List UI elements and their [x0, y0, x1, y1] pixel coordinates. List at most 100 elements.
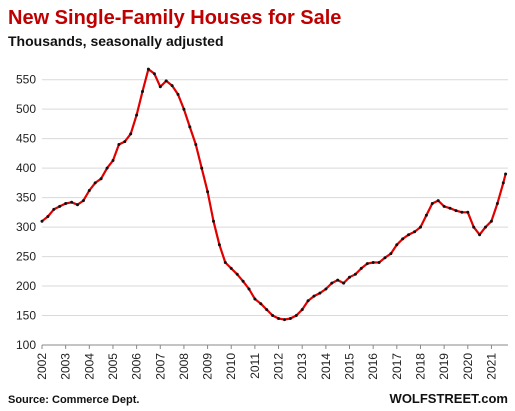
data-point — [395, 243, 399, 247]
y-tick-label: 350 — [16, 191, 36, 205]
data-point — [81, 199, 85, 203]
data-point — [46, 215, 50, 218]
x-tick-label: 2020 — [461, 353, 475, 380]
data-point — [501, 181, 505, 185]
data-point — [241, 279, 245, 283]
data-point — [377, 261, 381, 264]
data-point — [348, 275, 351, 279]
data-point — [448, 206, 452, 210]
data-point — [472, 225, 476, 229]
data-point — [64, 202, 68, 205]
data-point — [466, 210, 470, 214]
data-point — [93, 181, 97, 185]
data-point — [265, 308, 269, 312]
x-tick-label: 2018 — [413, 353, 427, 380]
data-point — [336, 278, 340, 282]
x-tick-label: 2002 — [35, 353, 49, 380]
data-point — [217, 243, 221, 247]
data-point — [300, 308, 304, 312]
data-point — [158, 85, 162, 89]
y-tick-label: 100 — [16, 338, 36, 352]
y-tick-label: 550 — [16, 73, 36, 87]
data-point — [152, 72, 156, 76]
x-tick-label: 2006 — [130, 353, 144, 380]
y-tick-labels: 100 150 200 250 300 350 400 450 500 550 — [16, 73, 36, 352]
x-tick-label: 2003 — [59, 353, 73, 380]
x-tick-label: 2007 — [153, 353, 167, 380]
data-point — [164, 79, 168, 83]
data-point — [365, 262, 369, 266]
x-tick-label: 2013 — [295, 353, 309, 380]
x-tick-label: 2019 — [437, 353, 451, 380]
data-point — [342, 281, 346, 285]
y-tick-label: 450 — [16, 132, 36, 146]
data-point — [99, 177, 103, 181]
data-point — [489, 219, 493, 223]
y-tick-label: 150 — [16, 309, 36, 323]
data-point — [330, 281, 334, 285]
grid-lines — [42, 79, 508, 346]
data-point — [288, 317, 292, 320]
x-tick-label: 2009 — [201, 353, 215, 380]
data-point — [212, 219, 215, 223]
data-point — [389, 252, 393, 256]
data-point — [419, 225, 422, 229]
x-tick-label: 2014 — [319, 353, 333, 380]
data-point — [52, 207, 56, 211]
data-point — [105, 166, 109, 170]
data-point — [194, 143, 198, 146]
x-tick-label: 2011 — [248, 353, 262, 379]
x-tick-label: 2008 — [177, 353, 191, 380]
data-point — [123, 140, 127, 144]
data-point — [70, 200, 74, 204]
chart-title: New Single-Family Houses for Sale — [8, 7, 341, 29]
brand-watermark: WOLFSTREET.com — [390, 391, 508, 406]
y-tick-label: 300 — [16, 220, 36, 234]
data-point — [235, 272, 239, 276]
data-point — [454, 209, 458, 213]
x-tick-label: 2016 — [366, 353, 380, 380]
y-tick-label: 250 — [16, 250, 36, 264]
data-point — [76, 203, 79, 207]
data-point — [87, 189, 91, 192]
x-tick-label: 2012 — [272, 353, 286, 380]
data-point — [40, 219, 44, 223]
y-tick-label: 500 — [16, 102, 36, 116]
x-tick-label: 2015 — [343, 353, 357, 380]
data-point — [223, 261, 227, 264]
data-point — [146, 67, 150, 71]
data-point — [484, 225, 487, 229]
data-point — [495, 202, 499, 205]
data-point — [271, 314, 275, 317]
series-line — [41, 68, 507, 321]
x-tick-labels: 2002 2003 2004 2005 2006 2007 2008 2009 2010 2011… — [35, 353, 498, 380]
x-tick-label: 2005 — [106, 353, 120, 380]
data-point — [371, 261, 375, 264]
data-point — [117, 143, 121, 146]
data-points — [40, 67, 508, 322]
data-point — [135, 113, 139, 117]
data-point — [413, 230, 417, 234]
data-point — [229, 266, 233, 270]
data-point — [58, 204, 62, 208]
data-point — [176, 92, 180, 96]
data-point — [200, 166, 204, 170]
axes — [41, 344, 508, 349]
data-point — [424, 213, 428, 217]
data-point — [283, 318, 286, 322]
chart-subtitle: Thousands, seasonally adjusted — [8, 33, 224, 49]
data-point — [253, 297, 257, 301]
data-point — [359, 266, 363, 270]
data-point — [294, 314, 298, 317]
data-point — [436, 199, 440, 203]
data-point — [111, 159, 115, 162]
data-point — [324, 287, 328, 291]
data-point — [504, 172, 508, 176]
x-tick-label: 2021 — [484, 353, 498, 380]
data-point — [312, 294, 316, 298]
data-point — [129, 132, 133, 136]
data-point — [460, 210, 464, 214]
data-point — [188, 125, 192, 129]
data-point — [277, 317, 280, 320]
